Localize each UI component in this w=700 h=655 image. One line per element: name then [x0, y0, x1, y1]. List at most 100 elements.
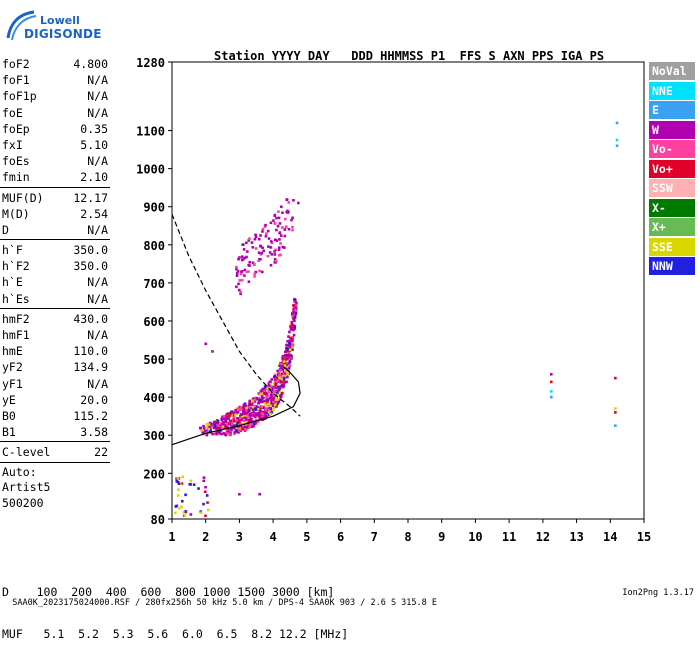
- echo-point: [239, 423, 243, 427]
- param-divider: [0, 239, 110, 241]
- x-tick-label: 9: [438, 530, 445, 544]
- echo-point: [290, 345, 294, 349]
- echo-point: [243, 256, 247, 260]
- echo-point: [282, 378, 286, 382]
- echo-point: [256, 407, 260, 411]
- echo-point: [250, 410, 254, 413]
- echo-point: [243, 402, 247, 406]
- echo-point: [250, 418, 253, 421]
- param-row: h`F2 350.0: [0, 258, 112, 274]
- echo-point: [253, 275, 256, 278]
- echo-point: [263, 389, 267, 393]
- echo-point: [237, 428, 240, 432]
- echo-point: [264, 234, 268, 238]
- echo-point: [267, 388, 271, 391]
- echo-point: [292, 324, 296, 327]
- echo-point: [237, 425, 241, 428]
- echo-point: [213, 424, 217, 428]
- echo-point: [205, 423, 209, 426]
- echo-point: [207, 426, 211, 430]
- echo-point: [288, 330, 291, 334]
- echo-point: [281, 226, 284, 229]
- echo-point: [266, 407, 270, 410]
- echo-point: [275, 394, 278, 398]
- echo-point: [269, 412, 272, 415]
- echo-point: [290, 345, 293, 348]
- echo-point: [289, 348, 293, 352]
- echo-point: [254, 235, 258, 239]
- echo-point: [239, 407, 243, 411]
- y-tick-label: 300: [143, 429, 165, 443]
- echo-point: [291, 312, 294, 315]
- echo-point: [255, 408, 258, 411]
- echo-point: [279, 395, 283, 399]
- echo-point: [200, 430, 204, 434]
- echo-point: [209, 422, 212, 425]
- echo-point: [265, 394, 269, 397]
- echo-point: [188, 482, 192, 486]
- echo-point: [207, 425, 211, 429]
- echo-point: [248, 399, 252, 403]
- echo-point: [269, 240, 273, 243]
- echo-point: [258, 399, 262, 403]
- echo-point: [252, 422, 255, 426]
- echo-point: [287, 368, 290, 372]
- echo-point: [174, 511, 177, 515]
- echo-point: [235, 421, 238, 424]
- echo-point: [279, 362, 282, 366]
- echo-point: [272, 398, 275, 402]
- echo-point: [278, 222, 282, 225]
- echo-point: [221, 415, 224, 419]
- echo-point: [260, 392, 263, 396]
- echo-point: [294, 311, 298, 315]
- echo-point: [274, 402, 277, 406]
- autoscale-info: 500200: [2, 495, 44, 510]
- echo-point: [238, 423, 241, 426]
- echo-point: [244, 421, 247, 425]
- echo-point: [279, 365, 283, 369]
- echo-point: [282, 383, 286, 386]
- echo-point: [260, 395, 264, 398]
- echo-point: [290, 218, 293, 222]
- echo-point: [224, 417, 227, 421]
- echo-point: [259, 234, 262, 237]
- echo-point: [258, 406, 261, 410]
- echo-point: [237, 421, 241, 425]
- echo-point: [275, 403, 278, 407]
- echo-point: [269, 398, 273, 402]
- echo-point: [272, 401, 276, 405]
- echo-point: [228, 433, 232, 437]
- echo-point: [263, 392, 267, 396]
- echo-point: [282, 360, 286, 363]
- echo-point: [278, 363, 282, 367]
- echo-point: [216, 427, 219, 430]
- echo-point: [200, 428, 204, 432]
- echo-point: [274, 259, 278, 263]
- param-value: 110.0: [73, 344, 108, 359]
- echo-point: [275, 228, 278, 232]
- echo-point: [270, 400, 273, 404]
- echo-point: [271, 394, 275, 397]
- echo-point: [287, 372, 290, 376]
- param-divider: [0, 441, 110, 443]
- echo-point: [255, 396, 258, 400]
- echo-point: [291, 344, 295, 347]
- echo-point: [292, 325, 296, 328]
- echo-point: [263, 389, 266, 393]
- echo-point: [238, 421, 242, 425]
- echo-point: [266, 401, 269, 404]
- param-label: foEp: [2, 121, 30, 136]
- echo-point: [267, 408, 271, 412]
- echo-point: [292, 298, 296, 302]
- echo-point: [269, 387, 272, 391]
- echo-point: [240, 255, 244, 258]
- param-label: hmF2: [2, 311, 30, 326]
- echo-point: [258, 413, 262, 417]
- echo-point: [226, 421, 229, 425]
- param-value: 115.2: [73, 408, 108, 423]
- echo-point: [250, 398, 254, 401]
- echo-point: [176, 480, 180, 484]
- echo-point: [227, 432, 231, 435]
- echo-point: [248, 237, 251, 240]
- echo-point: [231, 422, 234, 426]
